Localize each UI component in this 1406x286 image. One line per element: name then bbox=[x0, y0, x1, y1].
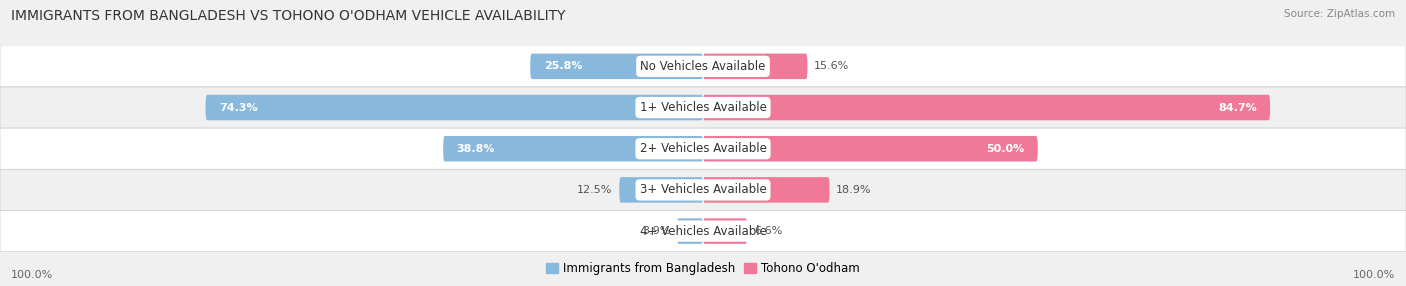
Text: 50.0%: 50.0% bbox=[986, 144, 1025, 154]
FancyBboxPatch shape bbox=[619, 177, 703, 203]
Text: 6.6%: 6.6% bbox=[754, 226, 782, 236]
FancyBboxPatch shape bbox=[0, 128, 1406, 169]
Text: 74.3%: 74.3% bbox=[219, 103, 257, 112]
FancyBboxPatch shape bbox=[703, 53, 807, 79]
FancyBboxPatch shape bbox=[676, 218, 703, 244]
FancyBboxPatch shape bbox=[703, 136, 1038, 162]
Text: 84.7%: 84.7% bbox=[1218, 103, 1257, 112]
FancyBboxPatch shape bbox=[530, 53, 703, 79]
FancyBboxPatch shape bbox=[0, 46, 1406, 87]
Text: 100.0%: 100.0% bbox=[1353, 270, 1395, 280]
FancyBboxPatch shape bbox=[703, 218, 747, 244]
Text: 4+ Vehicles Available: 4+ Vehicles Available bbox=[640, 225, 766, 238]
FancyBboxPatch shape bbox=[0, 169, 1406, 210]
Text: 12.5%: 12.5% bbox=[578, 185, 613, 195]
Text: 100.0%: 100.0% bbox=[11, 270, 53, 280]
Text: 3.9%: 3.9% bbox=[641, 226, 671, 236]
Legend: Immigrants from Bangladesh, Tohono O'odham: Immigrants from Bangladesh, Tohono O'odh… bbox=[541, 258, 865, 280]
Text: 38.8%: 38.8% bbox=[457, 144, 495, 154]
FancyBboxPatch shape bbox=[0, 87, 1406, 128]
Text: 1+ Vehicles Available: 1+ Vehicles Available bbox=[640, 101, 766, 114]
Text: Source: ZipAtlas.com: Source: ZipAtlas.com bbox=[1284, 9, 1395, 19]
Text: 2+ Vehicles Available: 2+ Vehicles Available bbox=[640, 142, 766, 155]
FancyBboxPatch shape bbox=[703, 95, 1270, 120]
FancyBboxPatch shape bbox=[205, 95, 703, 120]
Text: 3+ Vehicles Available: 3+ Vehicles Available bbox=[640, 183, 766, 196]
Text: 25.8%: 25.8% bbox=[544, 61, 582, 71]
Text: No Vehicles Available: No Vehicles Available bbox=[640, 60, 766, 73]
Text: IMMIGRANTS FROM BANGLADESH VS TOHONO O'ODHAM VEHICLE AVAILABILITY: IMMIGRANTS FROM BANGLADESH VS TOHONO O'O… bbox=[11, 9, 565, 23]
Text: 15.6%: 15.6% bbox=[814, 61, 849, 71]
FancyBboxPatch shape bbox=[0, 210, 1406, 252]
Text: 18.9%: 18.9% bbox=[837, 185, 872, 195]
FancyBboxPatch shape bbox=[703, 177, 830, 203]
FancyBboxPatch shape bbox=[443, 136, 703, 162]
